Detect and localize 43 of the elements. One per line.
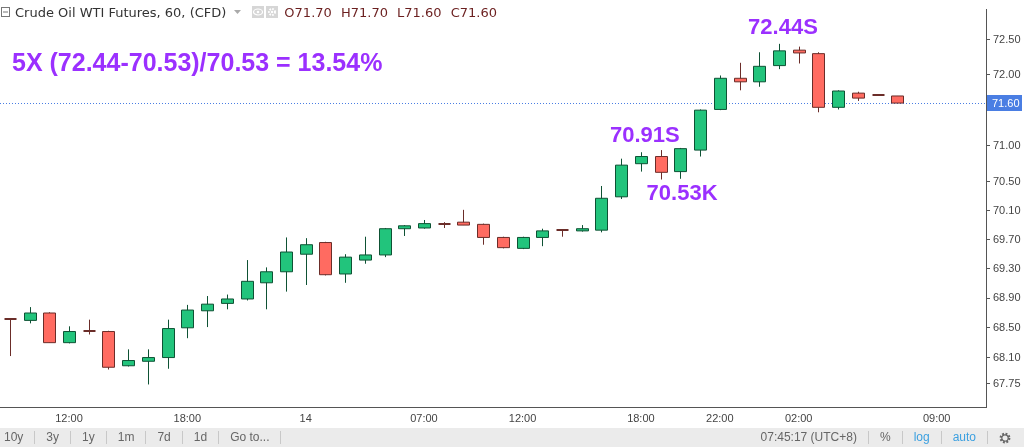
x-tick-label: 12:00: [508, 411, 537, 424]
x-tick-label: 18:00: [173, 411, 202, 424]
y-tick-label: 68.10: [993, 350, 1021, 363]
x-tick-label: 02:00: [784, 411, 813, 424]
chart-title: Crude Oil WTI Futures, 60, (CFD): [15, 4, 227, 20]
y-tick-label: 69.70: [993, 232, 1021, 245]
y-tick-label: 69.30: [993, 261, 1021, 274]
text: 7d: [146, 430, 183, 444]
ref-line-label: 71.60: [992, 96, 1020, 109]
y-tick-label: 68.90: [993, 291, 1021, 304]
candlestick: [359, 236, 372, 265]
text: auto: [941, 430, 988, 444]
text: log: [902, 430, 942, 444]
y-tick-label: 68.50: [993, 320, 1021, 333]
text: 3y: [35, 430, 72, 444]
annotation: 70.91S: [610, 122, 680, 148]
text: Go to...: [219, 430, 282, 444]
annotation: 72.44S: [748, 13, 818, 39]
candlestick: [142, 348, 155, 385]
candlestick: [300, 237, 313, 286]
x-tick-label: 18:00: [627, 411, 655, 424]
x-tick-label: 07:00: [410, 411, 438, 424]
y-tick-label: 70.10: [993, 203, 1021, 216]
y-tick-label: 70.50: [993, 174, 1021, 187]
x-tick-label: 22:00: [706, 411, 734, 424]
text: 07:45:17 (UTC+8): [749, 430, 869, 444]
x-tick-label: 12:00: [55, 411, 83, 424]
text: 1d: [182, 430, 220, 444]
candlestick: [3, 318, 18, 357]
text: 1y: [71, 430, 107, 444]
y-tick-label: 67.75: [993, 376, 1021, 389]
x-tick-label: 14: [299, 411, 312, 424]
chart-subtitle: O71.70 H71.70 L71.60 C71.60: [284, 4, 497, 20]
y-tick-label: 72.00: [993, 67, 1021, 80]
annotation: 5X (72.44-70.53)/70.53 = 13.54%: [12, 48, 383, 77]
text: 1m: [106, 430, 147, 444]
annotation: 70.53K: [646, 179, 718, 205]
text: %: [868, 430, 903, 444]
x-tick-label: 09:00: [922, 411, 951, 424]
text: 10y: [0, 430, 36, 444]
candlestick: [655, 149, 668, 181]
y-tick-label: 71.00: [993, 138, 1021, 151]
y-tick-label: 72.50: [993, 32, 1021, 45]
